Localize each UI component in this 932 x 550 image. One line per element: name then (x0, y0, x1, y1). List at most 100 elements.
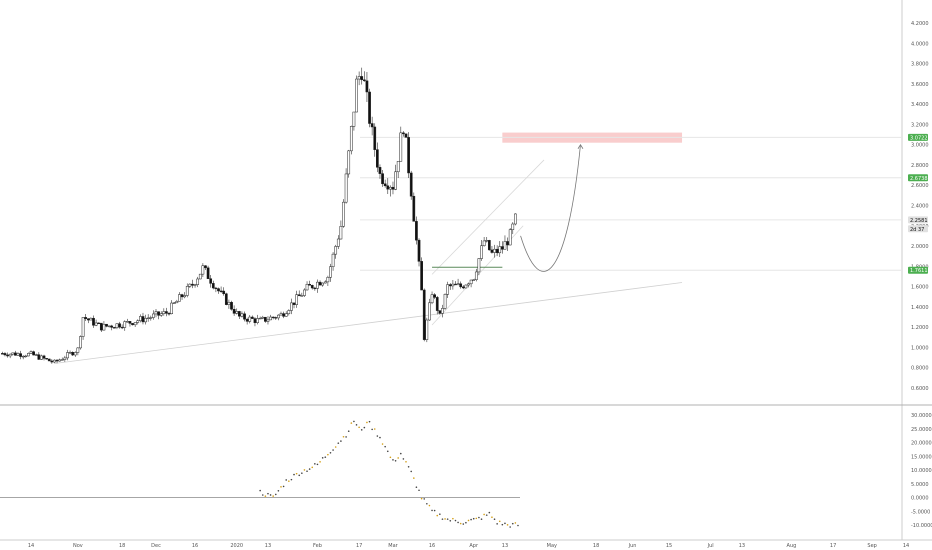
indicator-point (467, 519, 470, 522)
y-tick-label: 0.8000 (911, 366, 929, 372)
candle-body (1, 353, 4, 355)
candle-body (511, 223, 515, 230)
candle-body (115, 323, 119, 328)
candle-body (362, 79, 366, 82)
candle-body (219, 290, 223, 292)
candle-body (58, 359, 61, 362)
candle-body (73, 352, 77, 356)
y-tick-label: 2.4000 (911, 204, 929, 210)
indicator-point (334, 446, 337, 448)
candle-body (339, 226, 343, 240)
candle-body (417, 239, 421, 262)
price-badge-label: 2.2581 (910, 218, 928, 224)
candle-body (248, 316, 252, 322)
indicator-y-tick-label: 0.0000 (911, 496, 929, 502)
candle-body (461, 286, 465, 289)
x-tick-label: Feb (313, 543, 322, 549)
y-tick-label: 2.8000 (911, 163, 929, 169)
candle-body (237, 311, 241, 317)
candle-body (443, 294, 447, 309)
candle-body (355, 78, 358, 113)
indicator-point (386, 450, 389, 453)
candle-body (514, 213, 517, 225)
x-tick-label: 18 (593, 543, 599, 549)
indicator-point (454, 519, 457, 522)
indicator-point (264, 495, 267, 497)
candle-body (464, 284, 468, 289)
candle-body (206, 267, 210, 279)
indicator-y-tick-label: 15.0000 (911, 454, 932, 460)
y-tick-label: 2.0000 (911, 244, 929, 250)
candle-body (402, 132, 405, 135)
indicator-point (399, 452, 402, 455)
indicator-point (340, 440, 342, 442)
x-tick-label: 17 (356, 543, 362, 549)
x-tick-label: 13 (265, 543, 271, 549)
candle-body (97, 322, 101, 324)
candle-body (235, 311, 239, 314)
indicator-point (478, 516, 480, 519)
candle-body (318, 281, 322, 286)
candle-body (446, 284, 450, 295)
indicator-point (441, 518, 444, 520)
indicator-point (280, 486, 282, 488)
x-tick-label: 18 (119, 543, 125, 549)
candle-body (42, 355, 46, 359)
candle-body (245, 318, 249, 322)
candle-body (326, 277, 330, 283)
candle-body (144, 318, 147, 323)
indicator-point (358, 426, 360, 429)
candle-body (14, 352, 17, 356)
candle-body (477, 258, 481, 273)
candle-body (316, 281, 319, 289)
indicator-point (261, 494, 264, 496)
candle-body (303, 289, 306, 296)
candle-body (180, 294, 184, 298)
indicator-point (423, 498, 426, 500)
indicator-point (371, 428, 373, 431)
candle-body (157, 311, 160, 316)
candle-body (251, 316, 254, 319)
candle-body (126, 321, 129, 323)
indicator-point (363, 426, 366, 429)
price-badge (908, 174, 928, 182)
x-tick-label: 13 (739, 543, 745, 549)
x-tick-label: Aug (787, 543, 797, 549)
candle-body (495, 248, 499, 254)
indicator-point (355, 424, 358, 426)
candle-body (154, 311, 158, 315)
candle-body (131, 323, 134, 326)
candle-body (230, 301, 233, 310)
candle-body (386, 185, 390, 190)
x-tick-label: 17 (830, 543, 836, 549)
indicator-y-tick-label: 25.0000 (911, 427, 932, 433)
candle-body (256, 318, 259, 323)
indicator-point (457, 521, 459, 524)
price-badge-label: 2.6738 (910, 176, 928, 182)
indicator-point (472, 517, 475, 520)
indicator-y-tick-label: -10.0000 (911, 523, 932, 529)
candle-body (63, 357, 67, 360)
candle-body (409, 172, 413, 197)
candle-body (493, 248, 496, 253)
candle-body (376, 149, 379, 168)
indicator-point (480, 518, 483, 520)
indicator-point (316, 463, 319, 466)
candle-body (188, 283, 192, 287)
candle-body (3, 353, 7, 356)
candle-body (222, 290, 226, 295)
candle-body (240, 313, 244, 317)
candle-body (110, 325, 114, 328)
candle-body (360, 76, 364, 81)
candle-body (487, 240, 491, 251)
indicator-point (433, 509, 436, 512)
candle-body (139, 316, 142, 322)
indicator-point (509, 526, 511, 528)
candle-body (261, 316, 265, 319)
indicator-point (483, 513, 485, 516)
indicator-point (397, 457, 399, 459)
x-tick-label: 14 (903, 543, 909, 549)
candle-body (459, 283, 463, 288)
indicator-y-tick-label: 10.0000 (911, 468, 932, 474)
